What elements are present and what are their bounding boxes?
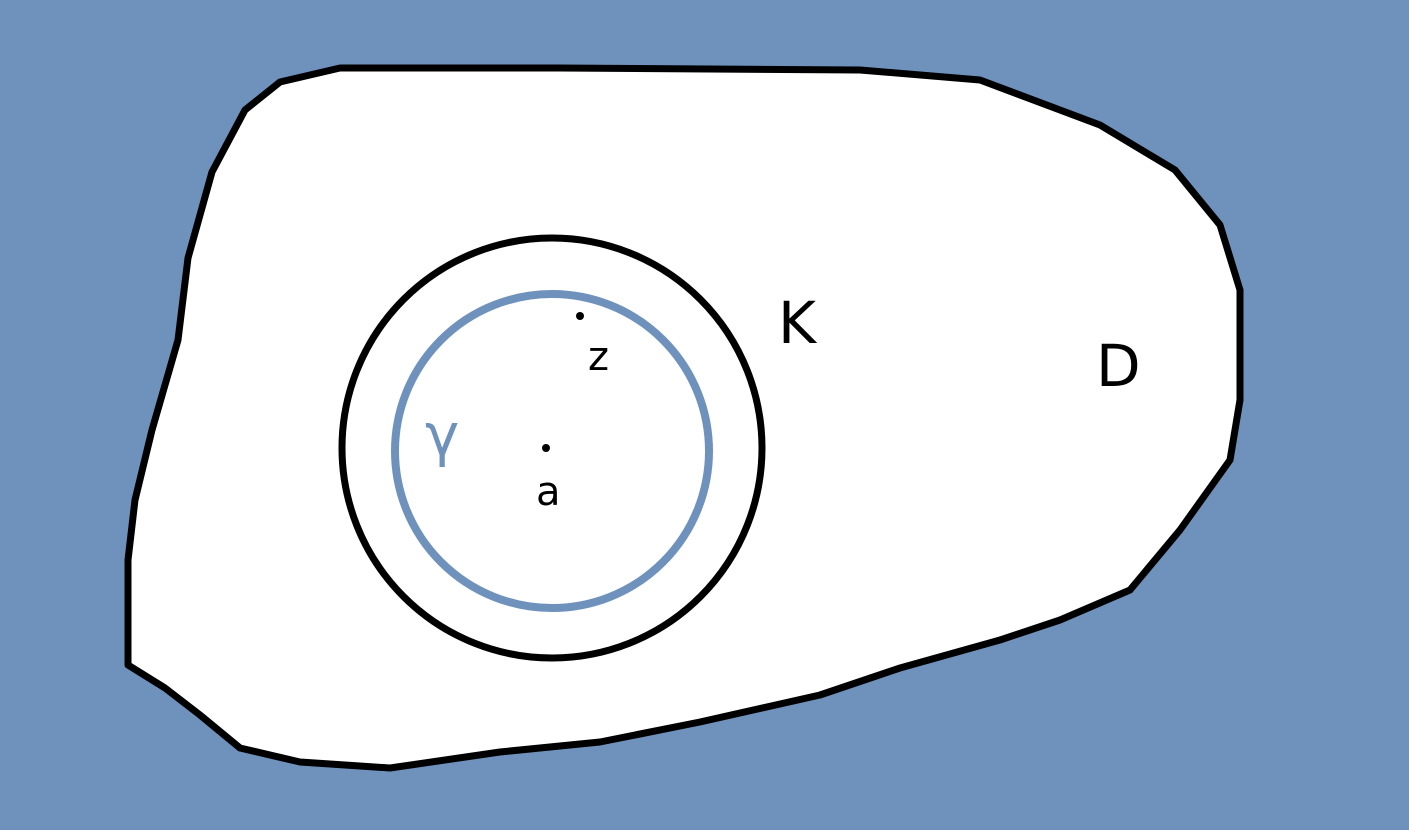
label-k: K — [778, 289, 818, 357]
domain-region — [124, 64, 1244, 772]
label-z: z — [588, 334, 609, 380]
point-a-dot — [542, 444, 550, 452]
curve-gamma — [391, 290, 713, 612]
circle-k — [338, 234, 766, 662]
label-d: D — [1096, 332, 1141, 400]
label-gamma: γ — [425, 401, 459, 469]
label-a: a — [536, 469, 561, 515]
point-z-dot — [576, 312, 584, 320]
